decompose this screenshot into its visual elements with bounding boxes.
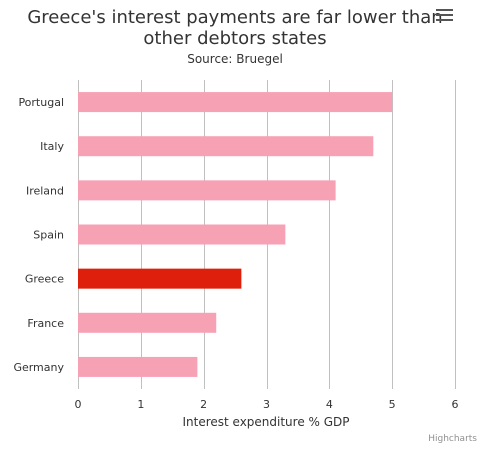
bars — [78, 92, 393, 377]
category-label-italy: Italy — [40, 140, 64, 153]
x-axis-tick-label: 1 — [137, 398, 144, 411]
x-axis-tick-label: 6 — [452, 398, 459, 411]
category-label-france: France — [27, 317, 64, 330]
category-label-spain: Spain — [33, 229, 64, 242]
bar-greece[interactable] — [78, 268, 242, 289]
chart-subtitle: Source: Bruegel — [187, 52, 283, 66]
x-axis-tick-label: 0 — [75, 398, 82, 411]
chart-title-line-2: other debtors states — [143, 28, 326, 49]
x-axis-title: Interest expenditure % GDP — [182, 415, 349, 429]
category-label-portugal: Portugal — [18, 96, 64, 109]
hamburger-menu-icon[interactable] — [432, 5, 456, 25]
bar-spain[interactable] — [78, 224, 286, 245]
category-labels: Portugal Italy Ireland Spain Greece France Ger… — [13, 96, 64, 374]
credits-link[interactable]: Highcharts — [428, 434, 477, 444]
x-axis-tick-label: 2 — [200, 398, 207, 411]
bar-germany[interactable] — [78, 356, 198, 377]
x-axis-tick-label: 5 — [389, 398, 396, 411]
x-axis-tick-label: 3 — [263, 398, 270, 411]
bar-france[interactable] — [78, 312, 217, 333]
chart-title-line-1: Greece's interest payments are far lower… — [27, 7, 442, 28]
bar-italy[interactable] — [78, 136, 374, 157]
bar-ireland[interactable] — [78, 180, 336, 201]
bar-portugal[interactable] — [78, 92, 393, 113]
category-label-ireland: Ireland — [26, 184, 64, 197]
x-axis-tick-label: 4 — [326, 398, 333, 411]
category-label-germany: Germany — [13, 361, 64, 374]
category-label-greece: Greece — [25, 273, 64, 286]
x-axis-tick-labels: 0 1 2 3 4 5 6 — [75, 398, 459, 411]
chart-title: Greece's interest payments are far lower… — [27, 7, 442, 49]
